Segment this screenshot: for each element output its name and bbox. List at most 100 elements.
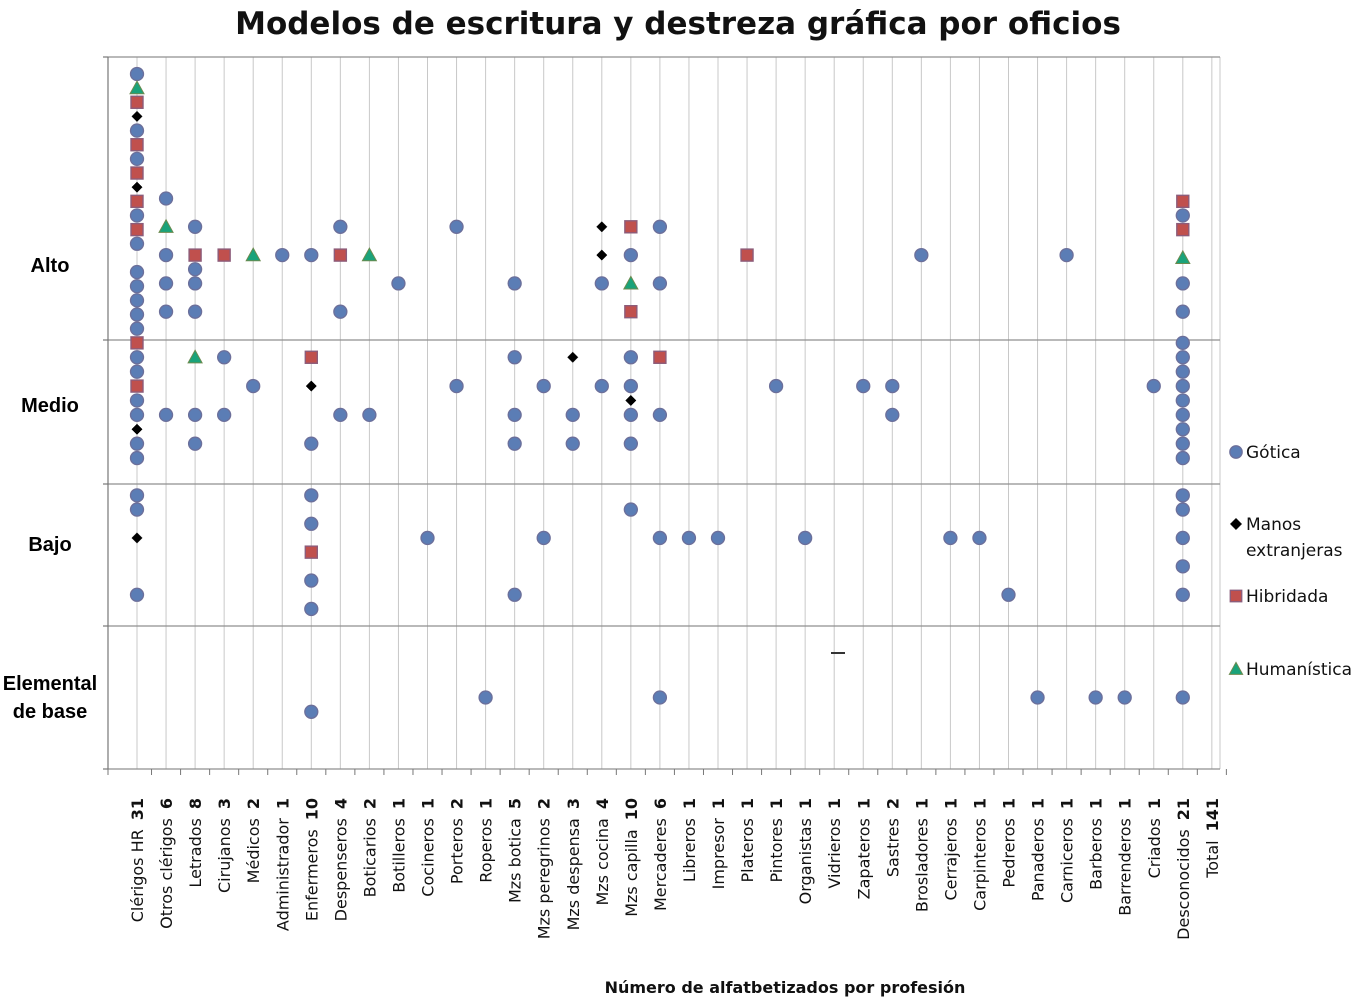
category-label-group: Clérigos HR 31 xyxy=(128,798,147,922)
category-label-group: Brosladores 1 xyxy=(912,798,931,912)
category-count: 10 xyxy=(622,798,641,820)
category-label-group: Total 141 xyxy=(1203,798,1222,879)
data-point-gotica xyxy=(565,407,580,423)
data-point-hibridada xyxy=(1176,194,1190,209)
category-name-text: Roperos xyxy=(477,818,496,883)
category-label-group: Porteros 2 xyxy=(448,798,467,884)
data-point-gotica xyxy=(507,587,522,602)
data-point-gotica xyxy=(1175,276,1190,291)
data-point-gotica xyxy=(1175,690,1190,705)
data-point-hibridada xyxy=(1176,222,1190,237)
data-point-manos xyxy=(131,110,143,122)
category-count: 1 xyxy=(767,798,786,809)
y-level-label: Medio xyxy=(21,395,79,417)
data-point-gotica xyxy=(1175,530,1190,546)
data-point-hibridada xyxy=(130,336,144,350)
category-count: 2 xyxy=(448,798,467,809)
category-name-text: Administrador xyxy=(273,818,292,931)
data-point-manos xyxy=(567,351,579,363)
legend-label: Humanística xyxy=(1246,660,1352,680)
category-name: Desconocidos xyxy=(1174,829,1193,940)
data-point-gotica xyxy=(304,247,319,263)
category-label-group: Mercaderes 6 xyxy=(651,798,670,911)
data-point-gotica xyxy=(914,247,929,263)
legend-label: Gótica xyxy=(1246,443,1301,463)
data-point-gotica xyxy=(449,378,464,394)
category-label-group: Panaderos 1 xyxy=(1029,798,1048,901)
data-point-gotica xyxy=(623,407,638,423)
data-point-gotica xyxy=(129,450,145,466)
data-point-gotica xyxy=(304,488,319,503)
data-point-gotica xyxy=(129,66,145,82)
category-name: Vidrieros xyxy=(825,818,844,888)
data-point-gotica xyxy=(129,123,145,138)
data-point-gotica xyxy=(129,321,145,336)
data-point-gotica xyxy=(129,307,145,322)
category-count: 5 xyxy=(506,798,525,809)
data-point-gotica xyxy=(333,407,348,423)
category-name-text: Barrenderos xyxy=(1116,818,1135,916)
data-point-hibridada xyxy=(130,379,144,393)
data-point-gotica xyxy=(565,436,580,451)
legend-marker-hibridada xyxy=(1229,589,1243,603)
data-point-gotica xyxy=(885,407,900,423)
data-point-hibridada xyxy=(130,194,144,209)
category-name: Letrados xyxy=(186,818,205,887)
category-label-group: Mzs peregrinos 2 xyxy=(535,798,554,939)
data-point-gotica xyxy=(158,191,174,206)
category-name-text: Cirujanos xyxy=(215,818,234,893)
legend-marker-humanistica xyxy=(1228,661,1244,675)
category-label-group: Barberos 1 xyxy=(1087,798,1106,890)
category-count: 2 xyxy=(360,798,379,809)
category-name-text: Mzs peregrinos xyxy=(535,818,554,939)
category-name: Carniceros xyxy=(1058,818,1077,903)
data-point-gotica xyxy=(1175,587,1190,602)
category-count: 1 xyxy=(912,798,931,809)
category-count: 1 xyxy=(738,798,757,809)
category-name-text: Médicos xyxy=(244,818,263,883)
data-point-gotica xyxy=(681,530,697,546)
data-point-gotica xyxy=(304,516,319,531)
category-count: 8 xyxy=(186,798,205,809)
data-points xyxy=(129,66,1191,719)
data-point-gotica xyxy=(129,407,145,423)
category-name-text: Libreros xyxy=(680,818,699,882)
category-label-group: Carniceros 1 xyxy=(1058,798,1077,903)
category-name: Cirujanos xyxy=(215,818,234,893)
category-name: Libreros xyxy=(680,818,699,882)
data-point-gotica xyxy=(1175,364,1190,379)
data-point-gotica xyxy=(449,219,464,234)
category-name-text: Cerrajeros xyxy=(941,818,960,900)
category-name: Criados xyxy=(1145,818,1164,878)
data-point-gotica xyxy=(129,279,145,294)
data-point-gotica xyxy=(943,530,958,546)
data-point-manos xyxy=(596,249,608,261)
data-point-hibridada xyxy=(304,545,318,559)
data-point-gotica xyxy=(129,587,145,602)
data-point-hibridada xyxy=(624,220,638,234)
category-label-group: Cirujanos 3 xyxy=(215,798,234,893)
category-label-group: Mzs capilla 10 xyxy=(622,798,641,917)
category-name-text: Clérigos HR xyxy=(128,829,147,922)
data-point-gotica xyxy=(623,350,638,365)
category-name: Pedreros xyxy=(1000,818,1019,888)
legend: Gótica Manos extranjeras Hibridada Humanísti… xyxy=(1228,443,1352,680)
data-point-gotica xyxy=(1175,488,1190,503)
data-point-gotica xyxy=(710,530,726,546)
data-point-hibridada xyxy=(130,166,144,180)
category-count: 1 xyxy=(941,798,960,809)
grid-lines xyxy=(103,56,1227,775)
category-count: 1 xyxy=(477,798,496,809)
data-point-gotica xyxy=(216,407,232,423)
category-label-group: Enfermeros 10 xyxy=(302,798,321,921)
category-count: 2 xyxy=(244,798,263,809)
category-name-text: Letrados xyxy=(186,818,205,887)
category-name-text: Otros clérigos xyxy=(157,818,176,929)
category-count: 1 xyxy=(970,798,989,809)
data-point-gotica xyxy=(1059,247,1074,263)
data-point-gotica xyxy=(1146,378,1161,394)
category-count: 3 xyxy=(564,798,583,809)
data-point-gotica xyxy=(246,378,261,394)
category-name-text: Mzs despensa xyxy=(564,818,583,930)
data-point-gotica xyxy=(623,502,638,517)
